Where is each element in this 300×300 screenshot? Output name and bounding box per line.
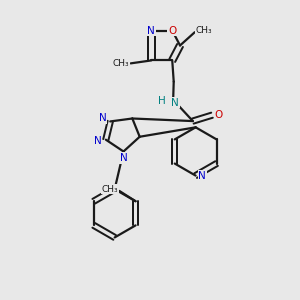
Text: N: N <box>120 153 128 163</box>
Text: N: N <box>147 26 155 35</box>
Text: CH₃: CH₃ <box>102 185 118 194</box>
Text: CH₃: CH₃ <box>195 26 212 35</box>
Text: N: N <box>171 98 179 108</box>
Text: O: O <box>168 26 176 35</box>
Text: CH₃: CH₃ <box>113 59 130 68</box>
Text: H: H <box>158 96 166 106</box>
Text: O: O <box>214 110 223 120</box>
Text: N: N <box>99 113 107 124</box>
Text: N: N <box>198 171 206 181</box>
Text: N: N <box>94 136 101 146</box>
